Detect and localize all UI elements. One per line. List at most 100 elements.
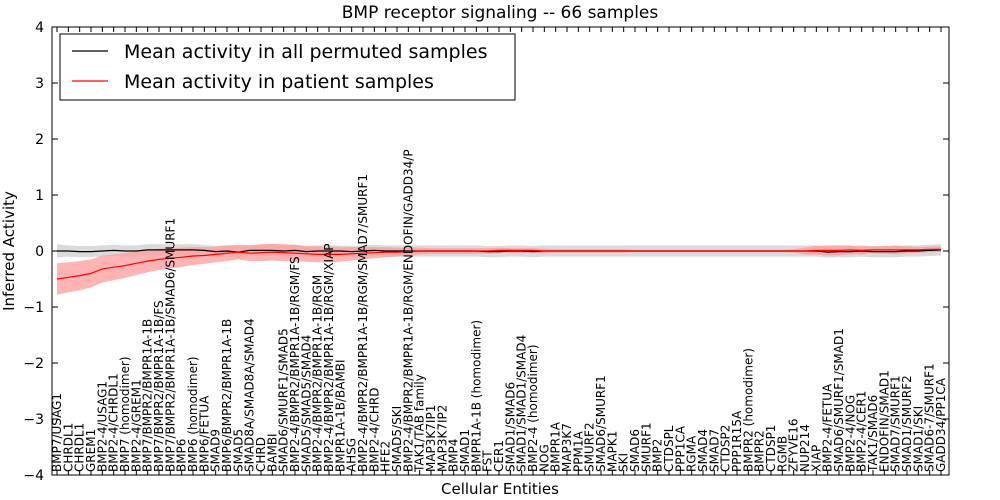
x-tick-label: CTDSP2	[719, 425, 733, 472]
x-tick-label: SMAD6/SMURF1/SMAD1	[832, 328, 846, 472]
x-tick-label: BMP7/USAG1	[50, 393, 64, 472]
x-tick-label: BMP2	[651, 439, 665, 472]
x-tick-label: ZFYVE16	[787, 419, 801, 473]
x-tick-label: SMAD5	[231, 429, 245, 472]
x-tick-label: BMP2-4/BMPR2/BMPR1A-1B/RGM	[311, 275, 325, 472]
x-tick-label: MAP3K7IP2	[435, 405, 449, 472]
x-tick-label: SKI	[617, 453, 631, 472]
x-tick-label: MAPK1	[605, 431, 619, 472]
y-tick-label: 0	[35, 244, 44, 260]
x-tick-label: SMAD4	[696, 429, 710, 472]
x-tick-label: SMAD1/SKI	[911, 406, 925, 472]
x-tick-label: BMP6/BMPR2/BMPR1A-1B	[220, 319, 234, 472]
x-tick-label: SMAD7/SMURF1	[889, 375, 903, 472]
x-tick-label: BMP6	[175, 439, 189, 472]
x-tick-label: BMP7/BMPR2/BMPR1A-1B	[141, 319, 155, 472]
y-tick-label: 3	[35, 76, 44, 92]
x-tick-label: BMP2-4/BMPR2/BMPR1A-1B/RGM/ENDOFIN/GADD3…	[401, 149, 415, 472]
x-tick-label: RGMA	[685, 435, 699, 472]
x-tick-label: SMAD6/SMURF1/SMAD5	[277, 328, 291, 472]
x-tick-label: MAP3K7	[560, 423, 574, 472]
chart-title: BMP receptor signaling -- 66 samples	[342, 3, 659, 23]
y-tick-label: −3	[23, 412, 44, 428]
y-axis-label: Inferred Activity	[0, 191, 18, 311]
x-tick-label: TAK1/SMAD6	[866, 395, 880, 473]
x-tick-label: BMP4	[447, 439, 461, 472]
x-tick-label: CER1	[492, 440, 506, 472]
legend-label-patient: Mean activity in patient samples	[124, 71, 434, 93]
x-tick-label: RGMB	[775, 436, 789, 472]
x-tick-label: HFE2	[379, 441, 393, 472]
y-tick-label: −1	[23, 300, 44, 316]
x-tick-label: GADD34/PP1CA	[934, 377, 948, 472]
x-tick-label: SMAD1/SMURF2	[900, 375, 914, 472]
x-tick-label: SMAD6	[628, 429, 642, 472]
y-tick-label: −2	[23, 356, 44, 372]
x-tick-label: BMP2-4/CHRDL1	[107, 373, 121, 472]
y-tick-label: 2	[35, 132, 44, 148]
x-tick-label: BMP7/BMPR2/BMPR1A-1B/SMAD6/SMURF1	[163, 218, 177, 472]
x-tick-label: BMP2-4/BMPR2/BMPR1A-1B/RGM/SMAD7/SMURF1	[356, 174, 370, 472]
line-patient	[56, 248, 941, 280]
x-tick-label: NOG	[537, 444, 551, 472]
y-tick-label: −4	[23, 468, 44, 484]
band-patient	[57, 243, 941, 295]
x-tick-label: BMP2-4/FETUA	[821, 383, 835, 472]
x-tick-label: BMPR1A-1B (homodimer)	[469, 320, 483, 472]
x-tick-label: BAMBI	[265, 433, 279, 472]
x-tick-label: SMAD1/SMAD6	[503, 382, 517, 472]
x-tick-label: BMP2-4 (homodimer)	[526, 344, 540, 472]
x-tick-label: SMAD9	[209, 429, 223, 472]
x-tick-label: MAP3K7IP1	[424, 405, 438, 472]
x-tick-label: BMP2-4/BMPR2/BMPR1A-1B/RGM/XIAP	[322, 243, 336, 472]
x-tick-label: PPP1R15A	[730, 410, 744, 472]
y-tick-label: 1	[35, 188, 44, 204]
x-tick-label: BMP6 (homodimer)	[186, 356, 200, 472]
x-tick-label: SMAD5/SMAD5/SMAD4	[299, 335, 313, 472]
x-tick-label: BMP2-4/USAG1	[95, 381, 109, 472]
x-tick-label: SMAD7	[707, 429, 721, 472]
x-tick-label: SMAD1/SMAD1/SMAD4	[515, 335, 529, 472]
x-tick-label: NUP214	[798, 424, 812, 472]
x-tick-label: BMPR1A-1B/BAMBI	[333, 359, 347, 472]
x-tick-label: PPM1A	[571, 431, 585, 472]
x-tick-label: BMPR2 (homodimer)	[741, 348, 755, 472]
x-tick-label: AHSG	[345, 438, 359, 472]
x-tick-label: XIAP	[809, 445, 823, 472]
x-axis: BMP7/USAG1CHRDL1CHRDL1GREM1BMP2-4/USAG1B…	[50, 27, 948, 475]
x-tick-label: FST	[481, 450, 495, 472]
y-axis: −4 −3 −2 −1 0 1 2 3 4	[23, 20, 949, 484]
y-tick-label: 4	[35, 20, 44, 36]
x-tick-label: BMP7/BMPR2/BMPR1A-1B/FS	[152, 300, 166, 472]
x-tick-label: PPP1CA	[673, 425, 687, 472]
x-tick-label: CHRDL1	[61, 423, 75, 472]
x-tick-label: SMAD5/SKI	[390, 406, 404, 472]
x-tick-label: BMP2-4/NOG	[843, 395, 857, 472]
x-tick-label: BMP6/FETUA	[197, 395, 211, 472]
x-tick-label: CHRDL1	[73, 423, 87, 472]
x-tick-label: SMURF1	[639, 422, 653, 472]
x-tick-label: SMAD1	[458, 429, 472, 472]
x-tick-label: SMAD8A/SMAD8A/SMAD4	[243, 318, 257, 472]
x-tick-label: BMP2-4/CHRD	[367, 388, 381, 472]
x-tick-label: ENDOFIN/SMAD1	[877, 370, 891, 472]
x-tick-label: BMPR1A	[549, 421, 563, 472]
x-tick-label: TAK1/TAB family	[413, 374, 427, 473]
series-lines	[56, 248, 942, 280]
x-tick-label: BMP2-4/CER1	[855, 391, 869, 472]
x-tick-label: BMP2-4/BMPR2/BMPR1A-1B/RGM/FS	[288, 256, 302, 472]
x-tick-label: CTDSPL	[662, 425, 676, 472]
x-tick-label: BMP7 (homodimer)	[118, 356, 132, 472]
x-tick-label: BMP2-4/GREM1	[129, 379, 143, 472]
x-tick-label: BMPR2	[753, 430, 767, 472]
x-tick-label: CHRD	[254, 437, 268, 472]
legend-label-permuted: Mean activity in all permuted samples	[124, 41, 487, 63]
x-tick-label: SMAD6/SMURF1	[594, 375, 608, 472]
x-tick-label: CTDSP1	[764, 425, 778, 472]
x-tick-label: SMURF2	[583, 422, 597, 472]
x-tick-label: SMAD6-7/SMURF1	[923, 363, 937, 472]
legend: Mean activity in all permuted samples Me…	[59, 33, 516, 101]
legend-box	[59, 33, 516, 101]
x-tick-label: GREM1	[84, 429, 98, 472]
